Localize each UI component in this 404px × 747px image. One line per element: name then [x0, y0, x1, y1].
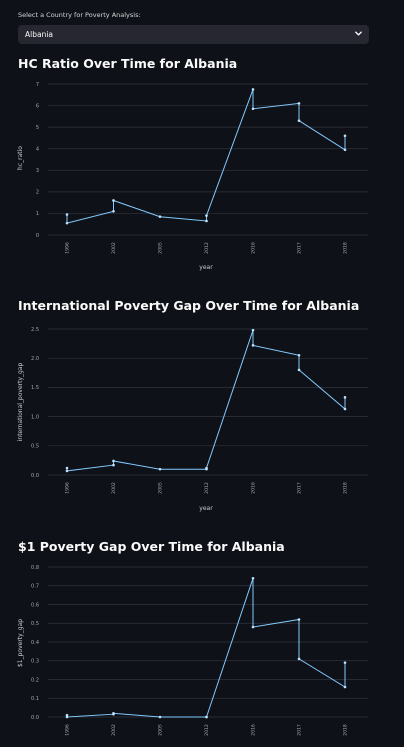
x-tick-label: 2002 [111, 724, 117, 736]
y-tick-label: 1.0 [31, 414, 39, 420]
y-tick-label: 7 [36, 82, 39, 88]
data-point[interactable] [65, 466, 69, 470]
y-tick-label: 1.5 [31, 385, 39, 391]
data-point[interactable] [158, 215, 162, 218]
data-point[interactable] [112, 209, 115, 213]
data-point[interactable] [65, 213, 69, 216]
data-point[interactable] [251, 107, 255, 111]
data-point[interactable] [343, 396, 347, 399]
x-tick-label: 2012 [204, 724, 210, 736]
data-point[interactable] [297, 102, 301, 105]
x-tick-label: 1996 [65, 242, 71, 254]
hc-ratio-chart: 0 1 2 3 4 5 6 7 1996 2002 2005 2012 2016 2017 2018 year… [17, 82, 368, 271]
chart-title-international-poverty-gap: International Poverty Gap Over Time for … [18, 298, 360, 313]
y-tick-label: 0.2 [31, 677, 39, 683]
data-point[interactable] [205, 219, 208, 223]
data-point[interactable] [112, 199, 115, 202]
data-point[interactable] [251, 88, 255, 91]
y-tick-label: 1 [36, 211, 39, 217]
x-axis-title: year [199, 505, 213, 512]
data-point[interactable] [343, 685, 347, 689]
series-line [66, 89, 346, 224]
data-point[interactable] [297, 353, 301, 357]
x-tick-label: 2002 [111, 242, 117, 254]
data-point[interactable] [297, 368, 301, 372]
x-tick-label: 2016 [251, 482, 257, 494]
data-point[interactable] [251, 328, 255, 332]
y-tick-label: 3 [36, 168, 39, 174]
country-select-value: Albania [25, 30, 54, 39]
x-tick-label: 2005 [158, 724, 164, 736]
data-point[interactable] [251, 344, 255, 347]
x-tick-label: 2012 [204, 482, 210, 494]
x-tick-label: 1996 [65, 482, 71, 494]
data-point[interactable] [343, 661, 347, 664]
x-tick-label: 2016 [251, 242, 257, 254]
data-point[interactable] [205, 715, 208, 719]
x-tick-label: 2018 [343, 724, 349, 736]
x-tick-label: 1996 [65, 724, 71, 736]
y-tick-label: 0.0 [31, 473, 39, 479]
y-tick-label: 0.4 [31, 640, 39, 646]
x-tick-label: 2017 [297, 242, 303, 254]
series-line [66, 578, 346, 718]
one-dollar-poverty-gap-chart: 0.0 0.1 0.2 0.3 0.4 0.5 0.6 0.7 0.8 1996 2002 2005 2… [17, 565, 368, 736]
data-point[interactable] [297, 618, 301, 621]
y-axis-title: $1_poverty_gap [17, 619, 24, 667]
y-tick-label: 0 [36, 233, 39, 239]
data-point[interactable] [112, 459, 115, 463]
x-tick-label: 2018 [343, 242, 349, 254]
y-tick-label: 0.6 [31, 602, 39, 608]
data-point[interactable] [343, 148, 347, 152]
y-tick-label: 4 [36, 147, 39, 153]
data-point[interactable] [112, 711, 115, 715]
data-point[interactable] [158, 467, 162, 471]
data-point[interactable] [251, 576, 255, 580]
x-tick-label: 2012 [204, 242, 210, 254]
data-point[interactable] [65, 715, 69, 719]
data-point[interactable] [343, 407, 347, 411]
y-tick-label: 0.3 [31, 659, 39, 665]
y-tick-label: 2 [36, 190, 39, 196]
international-poverty-gap-chart: 0.0 0.5 1.0 1.5 2.0 2.5 1996 2002 2005 2012 2016 20… [17, 327, 368, 512]
data-point[interactable] [65, 469, 69, 473]
data-point[interactable] [297, 657, 301, 661]
data-point[interactable] [251, 625, 255, 629]
data-point[interactable] [158, 715, 162, 719]
data-point[interactable] [65, 221, 69, 225]
chart-title-hc-ratio: HC Ratio Over Time for Albania [18, 56, 238, 71]
x-axis-title: year [199, 264, 213, 271]
data-point[interactable] [65, 713, 69, 717]
y-tick-label: 6 [36, 103, 39, 109]
y-tick-label: 0.1 [31, 696, 39, 702]
chart-title-1-dollar-poverty-gap: $1 Poverty Gap Over Time for Albania [18, 539, 285, 554]
y-axis-title: international_poverty_gap [17, 363, 24, 442]
y-tick-label: 2.0 [31, 356, 39, 362]
x-tick-label: 2017 [297, 724, 303, 736]
x-tick-label: 2017 [297, 482, 303, 494]
data-point[interactable] [205, 466, 208, 470]
y-axis-title: hc_ratio [17, 146, 24, 170]
chevron-down-icon[interactable] [353, 28, 364, 39]
y-tick-label: 0.8 [31, 565, 39, 571]
y-tick-label: 0.0 [31, 715, 39, 721]
series-line [66, 330, 346, 472]
x-tick-label: 2016 [251, 724, 257, 736]
x-tick-label: 2002 [111, 482, 117, 494]
data-point[interactable] [343, 134, 347, 138]
country-select[interactable]: Albania [18, 25, 369, 44]
x-tick-label: 2018 [343, 482, 349, 494]
y-tick-label: 0.5 [31, 444, 39, 450]
data-point[interactable] [297, 119, 301, 122]
y-tick-label: 5 [36, 125, 39, 131]
data-point[interactable] [205, 214, 208, 217]
y-tick-label: 0.7 [31, 584, 39, 590]
data-point[interactable] [112, 463, 115, 467]
x-tick-label: 2005 [158, 242, 164, 254]
y-tick-label: 0.5 [31, 621, 39, 627]
country-select-label: Select a Country for Poverty Analysis: [18, 11, 141, 19]
x-tick-label: 2005 [158, 482, 164, 494]
y-tick-label: 2.5 [31, 327, 39, 333]
